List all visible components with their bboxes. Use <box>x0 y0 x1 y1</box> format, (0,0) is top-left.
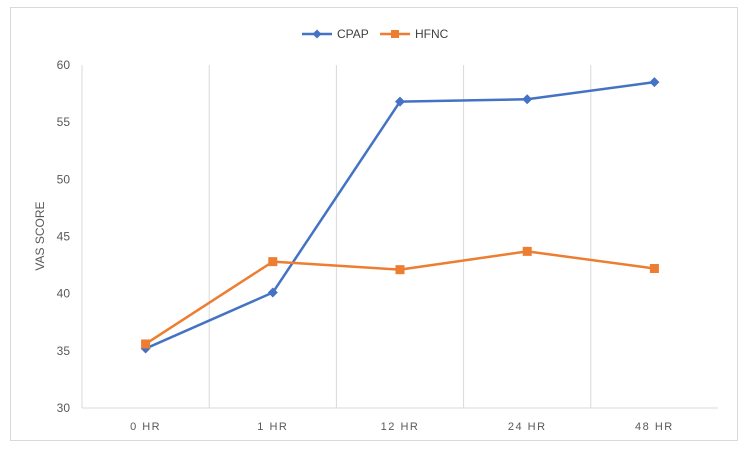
x-tick-label: 24 HR <box>508 421 547 433</box>
series-cpap <box>140 77 660 354</box>
x-tick-label: 48 HR <box>635 421 674 433</box>
data-point-hfnc <box>268 257 278 267</box>
y-tick-label: 60 <box>57 58 71 72</box>
data-point-hfnc <box>141 339 151 349</box>
data-point-hfnc <box>522 246 532 256</box>
y-tick-label: 30 <box>57 401 71 415</box>
y-tick-label: 45 <box>57 230 71 244</box>
legend: CPAP HFNC <box>302 27 449 41</box>
y-tick-label: 35 <box>57 344 71 358</box>
data-point-cpap <box>267 287 278 298</box>
series-layer <box>140 77 660 354</box>
legend-item-hfnc: HFNC <box>380 27 449 41</box>
data-point-cpap <box>522 94 533 105</box>
axes: 30 35 40 45 50 55 60 0 HR 1 HR 12 HR 24 HR 48 HR <box>57 58 718 433</box>
x-tick-label: 0 HR <box>130 421 161 433</box>
data-point-hfnc <box>649 264 659 274</box>
data-point-cpap <box>312 29 322 39</box>
series-hfnc <box>141 246 659 349</box>
x-tick-label: 1 HR <box>257 421 288 433</box>
chart-area <box>10 7 738 441</box>
legend-item-cpap: CPAP <box>302 27 369 41</box>
data-point-hfnc <box>391 30 399 38</box>
y-tick-label: 55 <box>57 115 71 129</box>
y-tick-label: 50 <box>57 172 71 186</box>
x-tick-label: 12 HR <box>381 421 420 433</box>
y-tick-label: 40 <box>57 287 71 301</box>
series-line-cpap <box>145 80 655 350</box>
data-point-cpap <box>395 96 405 107</box>
legend-label: CPAP <box>337 27 369 41</box>
gridlines <box>208 65 592 408</box>
y-axis-title: VAS SCORE <box>33 201 47 270</box>
data-point-hfnc <box>395 265 405 275</box>
data-point-cpap <box>649 77 660 88</box>
legend-label: HFNC <box>415 27 449 41</box>
